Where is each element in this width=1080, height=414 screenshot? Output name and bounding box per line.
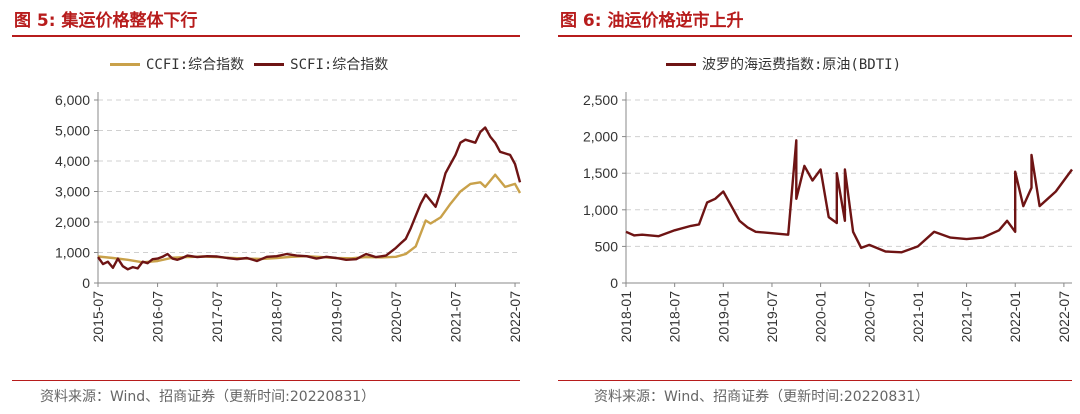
y-tick-label: 1,000 [55,245,90,261]
y-tick-label: 4,000 [55,153,90,169]
figure-title: 图 5: 集运价格整体下行 [14,11,198,31]
x-tick-label: 2020-07 [861,291,877,343]
y-tick-label: 2,000 [583,129,618,145]
y-tick-label: 3,000 [55,184,90,200]
series-line [97,173,522,264]
y-tick-label: 5,000 [55,123,90,139]
figure-title: 图 6: 油运价格逆市上升 [560,11,744,31]
y-tick-label: 0 [82,275,90,291]
title-rule [558,35,1072,37]
title-rule [12,35,520,37]
y-tick-label: 0 [610,275,618,291]
y-tick-label: 6,000 [55,92,90,108]
x-tick-label: 2020-01 [813,291,829,343]
legend-swatch [110,62,140,66]
legend-label: CCFI:综合指数 [146,57,245,73]
right-panel: 图 6: 油运价格逆市上升 波罗的海运费指数:原油(BDTI) 0 500 1,00… [556,0,1080,414]
legend-item: SCFI:综合指数 [254,54,388,74]
x-tick-label: 2022-07 [507,291,523,343]
left-panel: 图 5: 集运价格整体下行 CCFI:综合指数 SCFI:综合指数 0 1,000 2… [0,0,530,414]
y-tick-label: 2,500 [583,92,618,108]
x-tick-label: 2019-07 [764,291,780,343]
legend-item: 波罗的海运费指数:原油(BDTI) [666,54,901,74]
x-tick-label: 2022-07 [1056,291,1072,343]
source-note: 资料来源：Wind、招商证券（更新时间:20220831） [594,389,930,405]
chart-legend: CCFI:综合指数 SCFI:综合指数 [110,54,398,74]
source-rule [558,380,1072,381]
series-line [625,139,1073,254]
series-line [97,126,522,271]
legend-label: 波罗的海运费指数:原油(BDTI) [702,57,902,73]
source-note: 资料来源：Wind、招商证券（更新时间:20220831） [40,389,376,405]
y-tick-label: 500 [595,238,619,254]
legend-item: CCFI:综合指数 [110,54,244,74]
x-tick-label: 2018-01 [618,291,634,343]
x-tick-label: 2019-07 [328,291,344,343]
legend-swatch [666,62,696,66]
x-tick-label: 2021-07 [959,291,975,343]
x-tick-label: 2018-07 [667,291,683,343]
y-tick-label: 1,000 [583,202,618,218]
x-tick-label: 2015-07 [90,291,106,343]
x-tick-label: 2021-01 [910,291,926,343]
x-tick-label: 2019-01 [715,291,731,343]
y-tick-label: 2,000 [55,214,90,230]
legend-swatch [254,62,285,66]
x-tick-label: 2020-07 [388,291,404,343]
x-tick-label: 2022-01 [1007,291,1023,343]
x-tick-label: 2016-07 [150,291,166,343]
x-tick-label: 2017-07 [209,291,225,343]
x-tick-label: 2018-07 [269,291,285,343]
y-tick-label: 1,500 [583,165,618,181]
bdti-chart: 0 500 1,000 1,500 2,000 2,500 2018-01 2018-07 20… [583,92,1073,343]
chart-legend: 波罗的海运费指数:原油(BDTI) [666,54,911,74]
legend-label: SCFI:综合指数 [290,57,389,73]
x-tick-label: 2021-07 [447,291,463,343]
source-rule [12,380,520,381]
container-index-chart: 0 1,000 2,000 3,000 4,000 5,000 6,000 2015-07 20… [55,92,523,343]
